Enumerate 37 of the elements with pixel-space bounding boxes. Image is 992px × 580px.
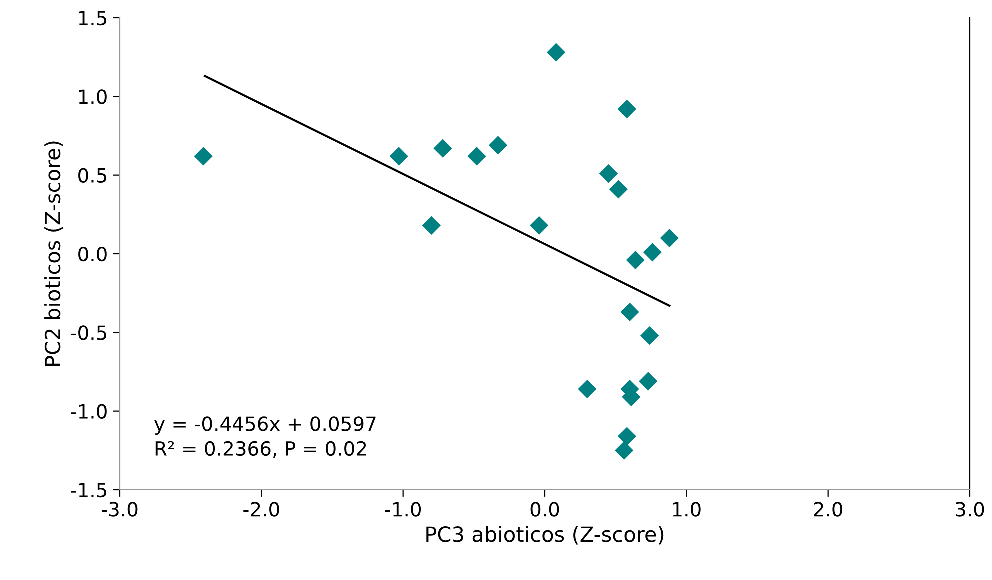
point xyxy=(578,380,597,399)
annotation: y = -0.4456x + 0.0597 R² = 0.2366, P = 0.02 xyxy=(154,416,376,458)
point xyxy=(640,326,660,346)
point xyxy=(468,147,486,166)
point xyxy=(530,216,549,235)
point xyxy=(609,180,628,199)
y-tick-label: -1.5 xyxy=(71,483,106,498)
x-tick-label: 2.0 xyxy=(814,502,843,517)
point xyxy=(194,147,213,166)
y-axis-title: PC2 bioticos (Z-score) xyxy=(44,142,64,366)
x-tick-label: 1.0 xyxy=(673,502,701,517)
x-tick-label: -1.0 xyxy=(385,502,422,517)
point xyxy=(626,250,645,270)
point xyxy=(434,139,452,158)
point xyxy=(547,43,566,62)
y-tick-label: 1.5 xyxy=(79,11,106,26)
point xyxy=(390,147,408,166)
point xyxy=(620,302,640,322)
point xyxy=(639,372,658,391)
y-tick-label: -1.0 xyxy=(71,404,107,419)
x-tick-label: -2.0 xyxy=(244,502,280,517)
point xyxy=(618,427,636,446)
x-axis-title: PC3 abioticos (Z-score) xyxy=(426,526,664,545)
point xyxy=(488,136,508,155)
y-tick-label: -0.5 xyxy=(71,326,106,340)
x-tick-label: 0.0 xyxy=(530,502,560,517)
y-tick-label: 0.0 xyxy=(78,246,107,262)
point xyxy=(643,243,662,262)
point xyxy=(599,164,618,184)
point xyxy=(422,216,441,235)
y-tick-label: 1.0 xyxy=(79,90,107,104)
point xyxy=(660,228,679,248)
x-tick-label: 3.0 xyxy=(956,502,984,517)
point xyxy=(615,441,634,460)
point xyxy=(618,100,636,119)
y-tick-label: 0.5 xyxy=(78,168,106,183)
x-tick-label: -3.0 xyxy=(102,502,138,517)
